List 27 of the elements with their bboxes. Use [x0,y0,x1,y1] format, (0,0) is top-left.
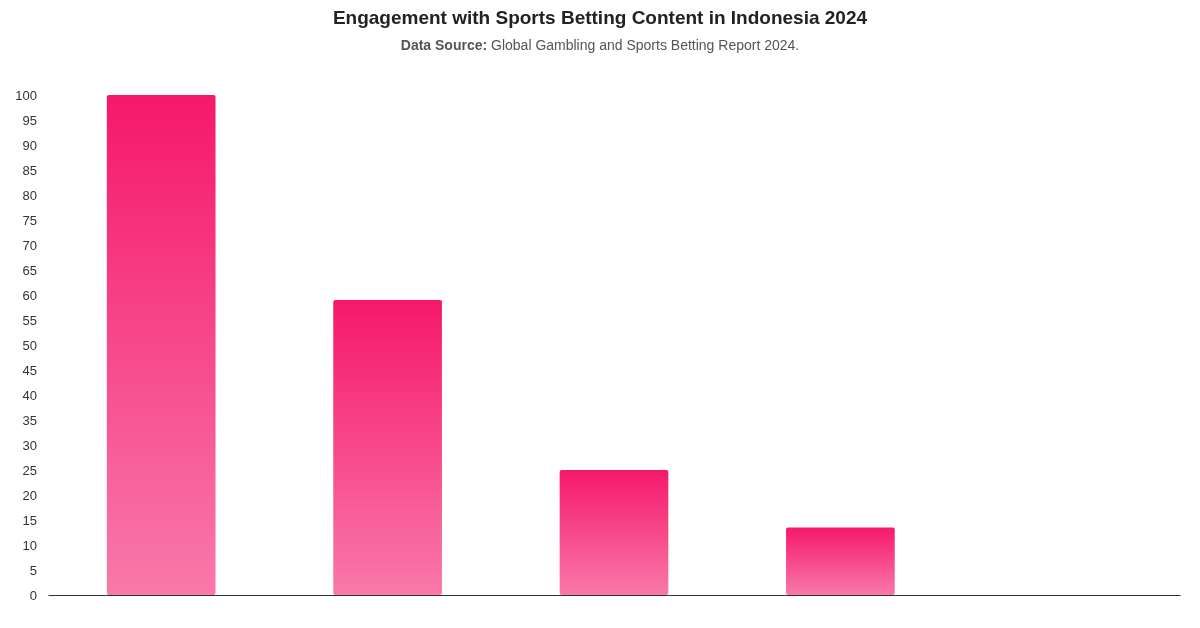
bar [786,527,895,595]
bar [559,470,669,595]
y-tick-label: 10 [22,537,37,553]
y-tick-label: 95 [22,112,37,128]
y-tick-label: 75 [22,212,37,228]
y-tick-label: 55 [22,312,37,328]
y-tick-label: 60 [22,287,37,303]
y-tick-label: 35 [22,412,37,428]
bar [106,95,216,595]
y-tick-label: 25 [22,462,37,478]
y-tick-label: 15 [22,512,37,528]
y-tick-label: 65 [22,262,37,278]
y-tick-label: 5 [29,562,37,578]
y-tick-label: 50 [22,337,37,353]
y-tick-label: 0 [29,587,37,603]
y-tick-label: 40 [22,387,37,403]
y-tick-label: 70 [22,237,37,253]
y-tick-label: 30 [22,437,37,453]
y-tick-label: 90 [22,137,37,153]
y-tick-label: 20 [22,487,37,503]
bar [333,300,442,595]
chart-title: Engagement with Sports Betting Content in Indonesia 2024 [332,7,868,28]
y-tick-label: 100 [15,87,37,103]
y-tick-label: 80 [22,187,37,203]
chart-subtitle: Data Source: Global Gambling and Sports Betting Report 2024. [400,37,800,53]
y-tick-label: 85 [22,162,37,178]
y-tick-label: 45 [22,362,37,378]
